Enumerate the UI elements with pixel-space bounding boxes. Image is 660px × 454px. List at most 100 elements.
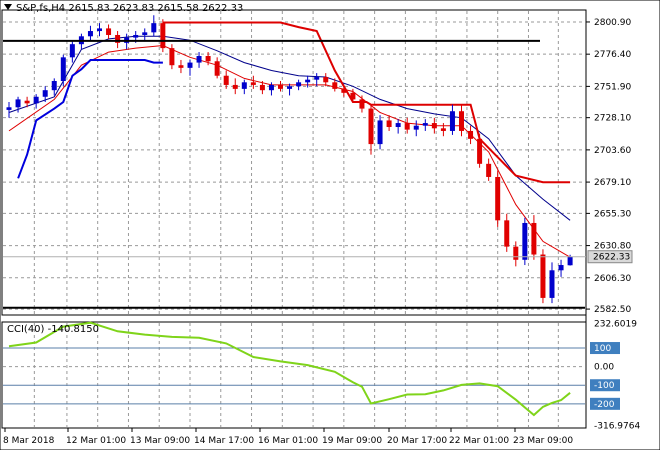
x-tick-label: 22 Mar 01:00	[449, 436, 509, 446]
candle-body	[549, 270, 555, 298]
cci-tick-label: -100	[594, 381, 615, 391]
candle-body	[422, 123, 428, 126]
candle-body	[386, 120, 392, 128]
candle-body	[332, 82, 338, 89]
candle-body	[115, 34, 121, 43]
candle-body	[241, 82, 247, 89]
dropdown-triangle-icon[interactable]	[4, 4, 12, 10]
y-tick-label: 2582.50	[594, 305, 631, 315]
candle-body	[250, 82, 256, 85]
candle-body	[314, 77, 320, 80]
candle-body	[142, 32, 148, 35]
x-tick-label: 14 Mar 17:00	[194, 436, 254, 446]
envelope-low-line	[17, 59, 163, 179]
candle-body	[278, 84, 283, 89]
candle-body	[296, 82, 302, 87]
candle-body	[51, 80, 57, 91]
candle-body	[287, 86, 293, 89]
y-tick-label: 2800.90	[594, 18, 631, 28]
cci-level-badge	[590, 397, 620, 410]
candle-body	[395, 123, 401, 128]
cci-tick-label: 0.00	[594, 363, 614, 373]
candle-body	[540, 254, 546, 298]
ohlc-values: 2615.83 2623.83 2615.58 2622.33	[68, 3, 244, 14]
candle-body	[495, 176, 501, 221]
candle-body	[259, 84, 265, 91]
x-tick-label: 20 Mar 17:00	[387, 436, 447, 446]
candle-body	[531, 222, 537, 255]
candle-body	[468, 130, 474, 139]
candle-body	[133, 34, 139, 38]
candle-body	[6, 107, 12, 110]
candle-body	[567, 256, 573, 266]
candle-body	[24, 100, 30, 104]
y-tick-label: 2728.10	[594, 114, 631, 124]
candle-body	[268, 84, 274, 91]
candle-body	[97, 28, 102, 32]
candle-body	[33, 96, 39, 104]
cci-tick-label: -316.9764	[594, 422, 640, 432]
cci-level-badge	[590, 342, 620, 355]
y-tick-label: 2751.90	[594, 82, 631, 92]
candle-body	[477, 138, 483, 164]
candle-body	[87, 31, 93, 37]
candle-body	[377, 120, 383, 145]
candle-body	[69, 44, 75, 58]
candle-body	[350, 92, 356, 100]
cci-line	[8, 321, 571, 417]
cci-tick-label: 232.6019	[594, 319, 637, 329]
candle-body	[223, 75, 229, 85]
candle-body	[440, 128, 446, 131]
candle-body	[449, 111, 455, 131]
candle-body	[359, 99, 365, 109]
y-tick-label: 2703.60	[594, 146, 631, 156]
x-tick-label: 12 Mar 01:00	[66, 436, 126, 446]
cci-tick-label: 100	[594, 344, 611, 354]
trailing-stop-line	[162, 21, 571, 184]
candle-body	[368, 108, 374, 145]
y-tick-label: 2776.40	[594, 50, 631, 60]
cci-value: -140.8150	[47, 324, 99, 335]
x-tick-label: 13 Mar 09:00	[130, 436, 190, 446]
candle-body	[205, 56, 211, 62]
y-tick-label: 2606.30	[594, 274, 631, 284]
candle-body	[323, 77, 329, 83]
candle-body	[459, 111, 464, 131]
cci-label: CCI(40)	[7, 324, 45, 335]
cci-header: CCI(40) -140.8150	[7, 324, 99, 335]
candle-body	[187, 62, 193, 68]
candle-body	[404, 123, 410, 130]
x-tick-label: 19 Mar 09:00	[322, 436, 382, 446]
chart-header: S&P,fs,H4 2615.83 2623.83 2615.58 2622.3…	[4, 3, 243, 14]
candle-body	[196, 56, 202, 63]
x-tick-label: 23 Mar 09:00	[513, 436, 573, 446]
candle-body	[232, 84, 238, 89]
candle-body	[413, 125, 419, 130]
candle-body	[60, 57, 66, 81]
symbol-label: S&P,fs,H4	[16, 3, 66, 14]
x-tick-label: 16 Mar 01:00	[258, 436, 318, 446]
cci-level-badge	[590, 379, 620, 392]
candle-body	[504, 220, 510, 247]
candle-body	[522, 222, 528, 260]
y-tick-label: 2679.10	[594, 178, 631, 188]
candle-body	[513, 246, 519, 260]
y-tick-label: 2630.80	[594, 242, 631, 252]
candle-body	[214, 61, 220, 76]
candle-body	[341, 88, 347, 93]
candle-body	[431, 123, 437, 129]
candle-body	[178, 65, 184, 68]
candle-body	[15, 99, 21, 108]
candle-body	[106, 28, 112, 35]
y-tick-label: 2655.30	[594, 209, 631, 219]
candle-body	[169, 48, 175, 66]
current-price-label: 2622.33	[593, 253, 630, 263]
candle-body	[558, 265, 564, 271]
x-tick-label: 8 Mar 2018	[3, 436, 55, 446]
candle-body	[151, 23, 157, 33]
current-price-badge	[587, 250, 633, 264]
candle-body	[486, 163, 492, 177]
candle-body	[160, 23, 166, 49]
